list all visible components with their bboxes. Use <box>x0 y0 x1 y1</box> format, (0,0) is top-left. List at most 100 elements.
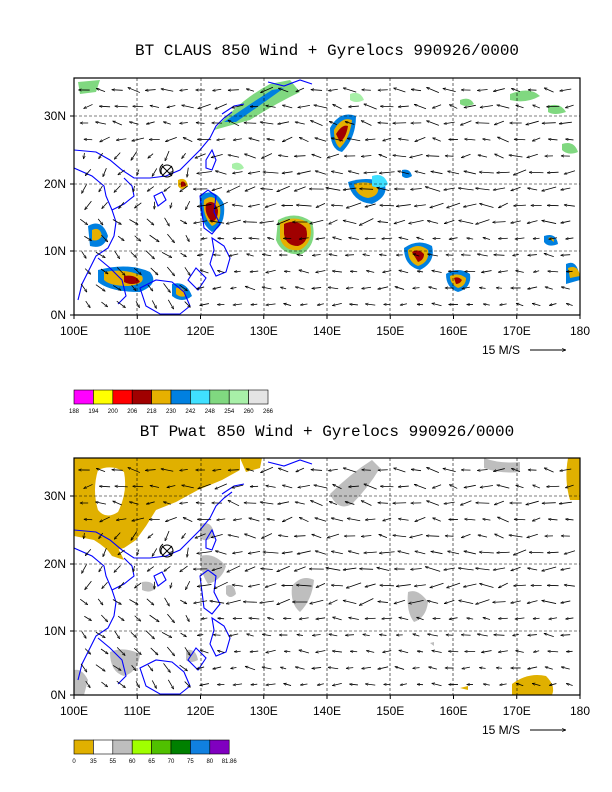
wind-vector <box>379 255 387 256</box>
wind-vector <box>564 550 576 554</box>
wind-vector <box>332 483 342 490</box>
wind-vector <box>99 136 110 143</box>
wind-vector <box>532 104 541 109</box>
colorbar-swatch <box>170 739 191 755</box>
wind-vector <box>427 634 438 637</box>
pwat-fields <box>74 458 580 695</box>
wind-vector <box>462 667 470 669</box>
wind-vector <box>493 88 505 92</box>
y-tick-label: 10N <box>44 244 66 258</box>
wind-vector <box>266 684 276 685</box>
wind-vector <box>84 532 85 539</box>
wind-vector <box>345 635 354 636</box>
wind-vector <box>492 222 506 223</box>
y-tick-label: 30N <box>44 109 66 123</box>
wind-vector <box>228 90 239 91</box>
wind-vector <box>513 585 526 586</box>
wind-vector <box>365 519 376 520</box>
wind-vector <box>380 106 394 107</box>
wind-vector <box>244 153 256 159</box>
wind-vector <box>251 684 258 685</box>
wind-vector <box>448 271 459 272</box>
wind-vector <box>332 237 342 241</box>
wind-vector <box>195 153 206 159</box>
wind-vector <box>443 88 456 93</box>
wind-vector <box>560 567 571 570</box>
wind-vector <box>365 304 376 305</box>
wind-vector <box>197 255 204 256</box>
wind-vector <box>510 600 521 603</box>
wind-vector <box>332 682 342 685</box>
wind-vector <box>479 288 486 289</box>
wind-vector <box>328 667 339 668</box>
wind-vector <box>526 500 539 505</box>
wind-vector <box>282 551 293 554</box>
wind-vector <box>379 533 388 539</box>
coast-hainan <box>153 571 167 587</box>
wind-vector <box>114 185 121 192</box>
wind-vector <box>461 635 471 636</box>
wind-vector <box>414 103 427 110</box>
wind-vector <box>477 89 488 90</box>
wind-vector <box>131 151 138 161</box>
wind-vector <box>361 287 372 288</box>
wind-vector <box>266 106 276 108</box>
wind-vector <box>480 105 493 108</box>
wind-vector <box>164 186 171 191</box>
wind-vector <box>477 469 488 470</box>
wind-vector <box>282 171 293 174</box>
wind-vector <box>415 171 426 175</box>
wind-vector <box>464 519 476 520</box>
wind-vector <box>146 598 154 605</box>
wind-vector <box>282 516 293 523</box>
wind-vector <box>533 238 540 239</box>
wind-vector <box>427 254 438 257</box>
wind-ref-label: 15 M/S <box>482 723 520 737</box>
wind-vector <box>426 500 440 506</box>
wind-vector <box>411 89 422 90</box>
wind-vector <box>359 598 374 606</box>
wind-vector <box>297 550 311 554</box>
wind-vector <box>197 584 212 586</box>
wind-vector <box>210 601 225 604</box>
wind-vector <box>246 254 254 257</box>
wind-vector <box>511 566 521 572</box>
wind-vector <box>278 467 289 473</box>
wind-vector <box>277 565 290 573</box>
wind-vector <box>131 284 136 291</box>
wind-vector <box>184 681 191 688</box>
wind-vector <box>359 218 374 226</box>
wind-vector <box>396 204 411 207</box>
colorbar-swatch <box>209 389 230 405</box>
wind-vector <box>361 500 372 506</box>
wind-vector <box>118 549 125 555</box>
wind-vector <box>180 252 187 257</box>
moist-region <box>330 460 380 507</box>
wind-vector <box>129 219 138 225</box>
wind-vector <box>114 565 121 572</box>
wind-vector <box>84 235 91 240</box>
wind-vector <box>299 650 309 654</box>
wind-vector <box>532 484 541 489</box>
wind-vector <box>85 548 92 556</box>
wind-vector <box>164 150 170 161</box>
wind-vector <box>310 120 323 126</box>
wind-vector <box>314 485 328 489</box>
colorbar-label: 0 <box>72 759 76 765</box>
wind-vector <box>332 617 342 621</box>
wind-vector <box>112 219 122 224</box>
wind-vector <box>332 302 342 305</box>
wind-vector <box>179 664 188 671</box>
y-tick-label: 30N <box>44 489 66 503</box>
wind-vector <box>381 238 393 239</box>
wind-vector <box>83 484 93 489</box>
wind-vector <box>297 634 303 635</box>
wind-vector <box>185 615 190 622</box>
wind-vector <box>561 255 571 256</box>
colorbar: 188 194 200 206 218 230 242 248 254 260 266 <box>69 389 274 415</box>
wind-vector <box>498 651 508 652</box>
wind-vector <box>559 501 572 504</box>
wind-vector <box>227 185 241 193</box>
colorbar-swatch <box>228 389 249 405</box>
wind-vector <box>299 270 309 274</box>
